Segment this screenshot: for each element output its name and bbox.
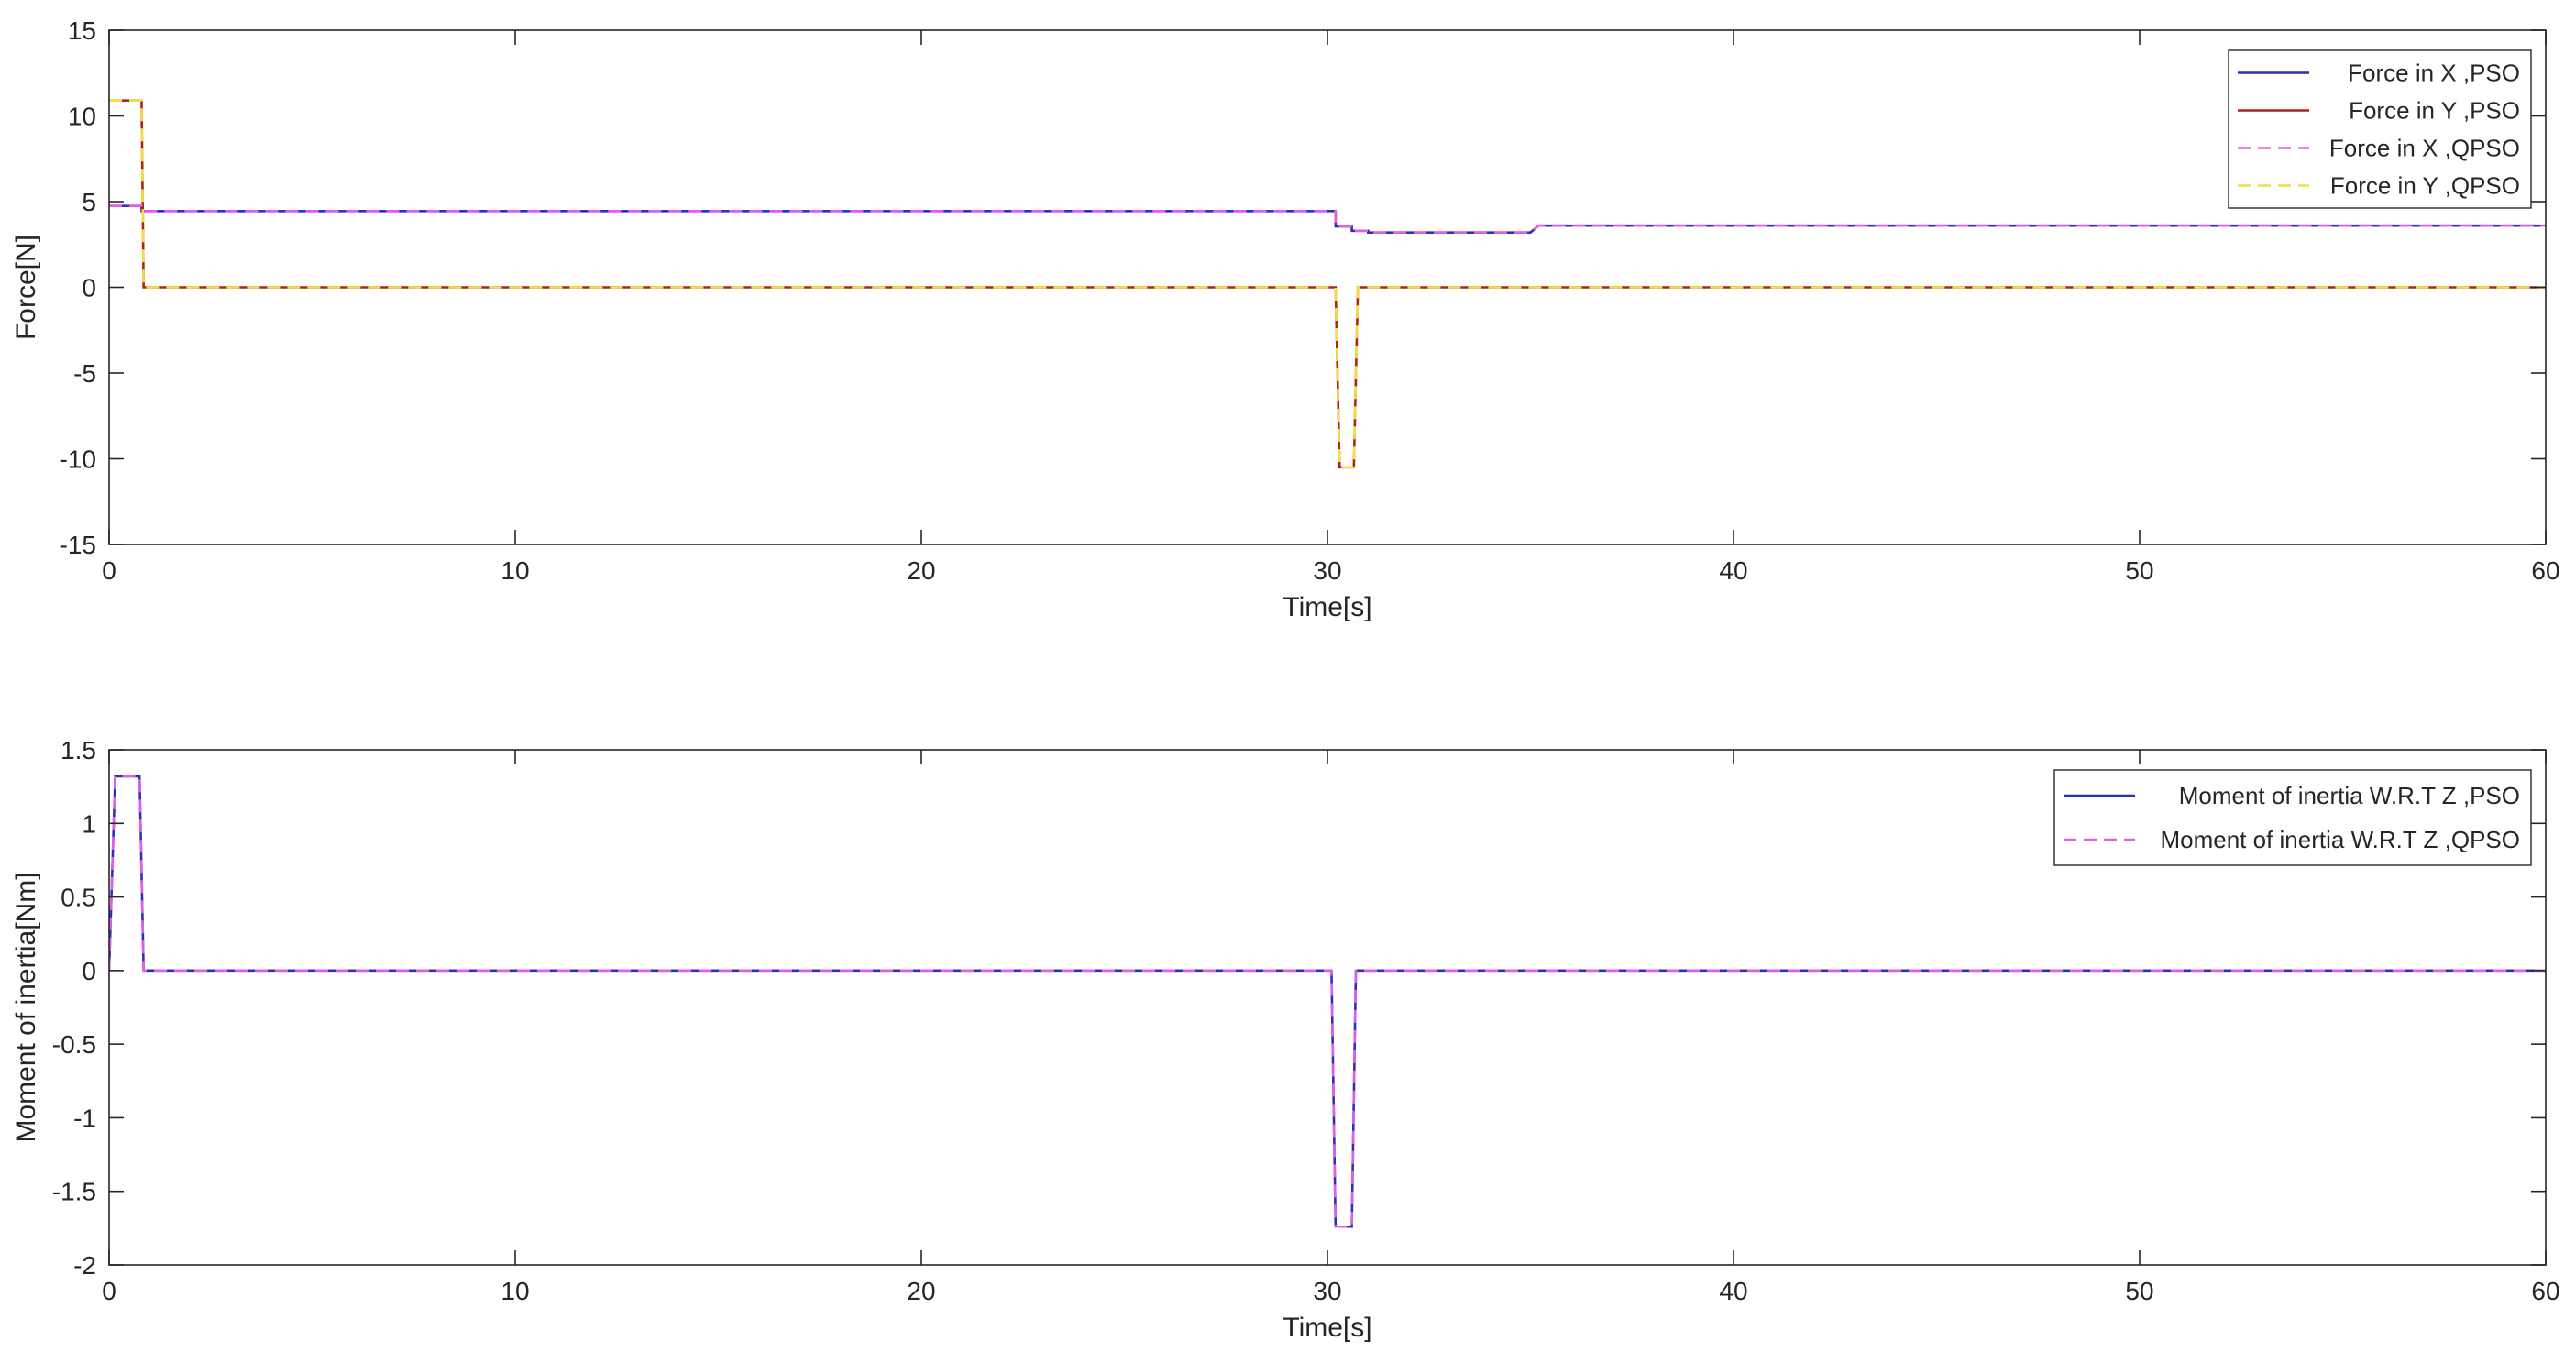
y-axis-label: Moment of inertia[Nm] bbox=[11, 872, 41, 1142]
x-tick-label: 40 bbox=[1719, 1277, 1747, 1305]
legend-label: Moment of inertia W.R.T Z ,PSO bbox=[2179, 782, 2520, 809]
y-tick-label: 1.5 bbox=[61, 736, 96, 764]
x-tick-label: 50 bbox=[2125, 556, 2153, 585]
x-tick-label: 20 bbox=[907, 1277, 935, 1305]
legend-box bbox=[2053, 769, 2532, 866]
legend: Force in X ,PSO Force in Y ,PSO Force in X… bbox=[2228, 49, 2532, 209]
y-tick-label: -1 bbox=[73, 1104, 96, 1132]
x-tick-label: 30 bbox=[1313, 556, 1341, 585]
series-group bbox=[109, 775, 2546, 1228]
x-tick-label: 50 bbox=[2125, 1277, 2153, 1305]
x-tick-label: 60 bbox=[2531, 1277, 2559, 1305]
y-tick-label: 0 bbox=[82, 957, 96, 985]
chart-force: 0 10 20 30 40 50 60 -15 -10 -5 0 5 10 15 Time[s] Force[… bbox=[11, 16, 2560, 622]
chart-moment: 0 10 20 30 40 50 60 -2 -1.5 -1 -0.5 0 0.5 1 1.5 Time[s]… bbox=[11, 736, 2560, 1343]
x-tick-label: 20 bbox=[907, 556, 935, 585]
y-axis-label: Force[N] bbox=[11, 235, 41, 340]
legend-box bbox=[2228, 49, 2532, 209]
x-tick-label: 60 bbox=[2531, 556, 2559, 585]
legend-label: Force in X ,QPSO bbox=[2329, 135, 2520, 162]
x-tick-label: 0 bbox=[102, 556, 116, 585]
y-tick-label: 10 bbox=[68, 103, 96, 131]
x-tick-label: 10 bbox=[501, 1277, 529, 1305]
x-tick-label: 0 bbox=[102, 1277, 116, 1305]
y-tick-label: 0 bbox=[82, 274, 96, 302]
series-line-3 bbox=[109, 99, 2546, 469]
x-axis-label: Time[s] bbox=[1282, 1313, 1371, 1343]
x-axis-label: Time[s] bbox=[1282, 592, 1371, 622]
series-line-0 bbox=[109, 204, 2546, 234]
y-tick-label: 0.5 bbox=[61, 884, 96, 912]
y-tick-label: 1 bbox=[82, 809, 96, 838]
series-group bbox=[109, 99, 2546, 469]
y-tick-label: 15 bbox=[68, 16, 96, 45]
x-tick-label: 10 bbox=[501, 556, 529, 585]
legend-label: Force in Y ,QPSO bbox=[2330, 172, 2520, 200]
x-tick-label: 40 bbox=[1719, 556, 1747, 585]
y-tick-label: -10 bbox=[60, 445, 96, 474]
legend-label: Force in Y ,PSO bbox=[2349, 97, 2520, 125]
legend-label: Moment of inertia W.R.T Z ,QPSO bbox=[2160, 826, 2520, 853]
y-tick-label: 5 bbox=[82, 188, 96, 216]
legend-label: Force in X ,PSO bbox=[2348, 60, 2520, 87]
y-tick-label: -15 bbox=[60, 531, 96, 559]
legend: Moment of inertia W.R.T Z ,PSO Moment of … bbox=[2053, 769, 2532, 866]
x-tick-label: 30 bbox=[1313, 1277, 1341, 1305]
y-tick-label: -1.5 bbox=[52, 1178, 96, 1206]
y-tick-label: -5 bbox=[73, 359, 96, 388]
y-tick-label: -2 bbox=[73, 1251, 96, 1280]
y-tick-label: -0.5 bbox=[52, 1030, 96, 1059]
series-line-1 bbox=[109, 775, 2546, 1228]
